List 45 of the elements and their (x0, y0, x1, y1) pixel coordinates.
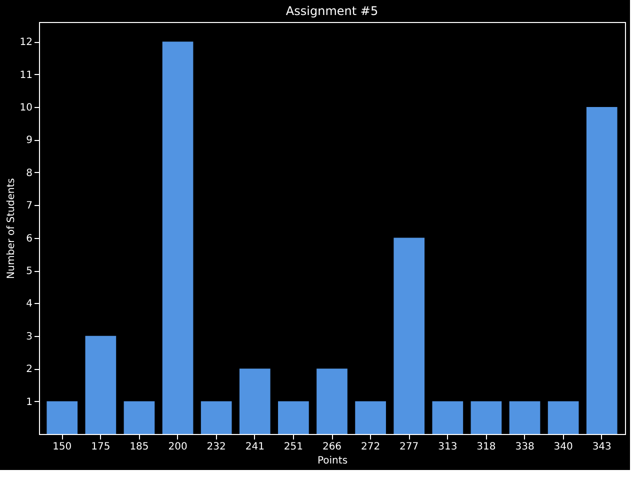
bar (432, 401, 464, 434)
x-tick-label: 272 (361, 442, 380, 452)
bar (355, 401, 386, 434)
bar (200, 401, 232, 434)
bar (509, 401, 540, 434)
x-tick-label: 318 (476, 442, 496, 452)
y-tick-label: 3 (26, 331, 32, 342)
y-tick-label: 10 (20, 102, 32, 114)
x-tick-label: 277 (400, 442, 419, 452)
chart-title: Assignment #5 (286, 4, 378, 18)
bar (316, 368, 348, 434)
bar (85, 336, 116, 434)
x-tick-label: 251 (284, 442, 303, 452)
y-tick-label: 7 (26, 200, 32, 212)
bar (548, 401, 579, 434)
y-tick-label: 11 (20, 70, 32, 81)
x-tick-label: 338 (515, 442, 534, 452)
x-tick-label: 150 (52, 442, 72, 452)
x-tick-label: 266 (322, 442, 342, 452)
y-tick-label: 1 (26, 396, 32, 408)
y-axis-title: Number of Students (6, 178, 17, 279)
x-tick-label: 200 (168, 442, 188, 452)
x-tick-label: 232 (206, 442, 226, 452)
y-tick-label: 2 (26, 364, 32, 376)
bar (124, 401, 155, 434)
y-tick-label: 12 (20, 37, 32, 48)
y-tick-label: 5 (26, 266, 32, 278)
x-tick-label: 185 (130, 442, 149, 452)
y-tick-label: 6 (26, 233, 32, 244)
bar (586, 107, 618, 434)
x-tick-label: 241 (245, 442, 264, 452)
bar (470, 401, 502, 434)
x-axis-title: Points (317, 456, 348, 466)
bar (394, 238, 425, 434)
bar (162, 42, 194, 434)
x-tick-label: 175 (91, 442, 110, 452)
bar (278, 401, 309, 434)
bar (239, 368, 270, 434)
x-tick-label: 313 (438, 442, 458, 452)
y-tick-label: 8 (26, 168, 32, 179)
y-tick-label: 9 (26, 135, 32, 146)
x-tick-label: 340 (554, 442, 573, 452)
x-tick-label: 343 (592, 442, 612, 452)
y-tick-label: 4 (26, 298, 32, 310)
bar (46, 401, 78, 434)
